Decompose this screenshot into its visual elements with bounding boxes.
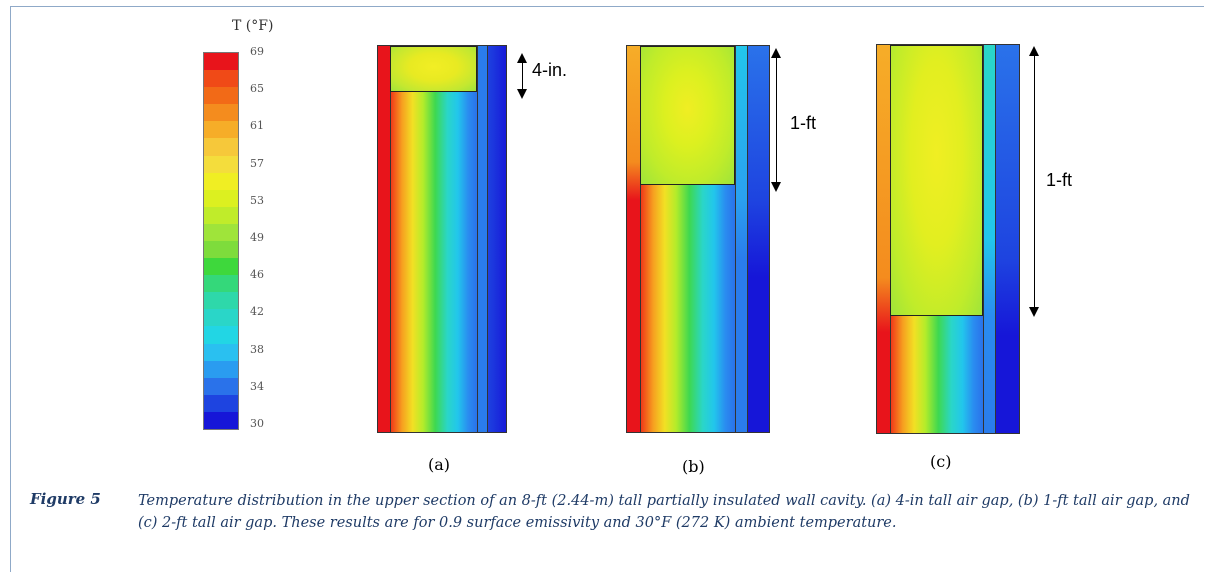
colorbar-tick: 34	[250, 379, 264, 393]
caption-text: Temperature distribution in the upper se…	[138, 493, 1190, 531]
panel-b-air-gap	[640, 46, 735, 185]
colorbar-band	[204, 70, 238, 88]
colorbar-band	[204, 206, 238, 225]
panel-c-dimension-arrow	[1029, 46, 1039, 317]
colorbar-band	[204, 241, 238, 259]
colorbar-band	[204, 104, 238, 122]
colorbar-band	[204, 275, 238, 293]
colorbar-band	[204, 172, 238, 191]
panel-b-temperature-field	[626, 45, 770, 433]
colorbar-tick: 49	[250, 231, 264, 244]
colorbar-tick: 65	[250, 82, 264, 96]
colorbar-band	[204, 394, 238, 413]
colorbar-title: T (°F)	[232, 18, 274, 34]
panel-a-air-gap	[390, 46, 477, 92]
panel-a-label: (a)	[428, 455, 451, 474]
colorbar-tick: 42	[250, 305, 264, 319]
colorbar-tick: 61	[250, 119, 264, 133]
colorbar-tick: 53	[250, 193, 264, 207]
colorbar-tick: 30	[250, 417, 264, 430]
panel-c-label: (c)	[930, 452, 952, 471]
colorbar-band	[204, 326, 238, 345]
colorbar-tick: 57	[250, 156, 264, 170]
panel-b-dimension-arrow	[771, 48, 781, 192]
panel-b-label: (b)	[682, 457, 705, 476]
colorbar-band	[204, 309, 238, 327]
colorbar-band	[204, 411, 238, 430]
figure-frame	[10, 6, 1204, 572]
panel-a-dimension-arrow	[517, 53, 527, 99]
panel-a-dimension-label: 4-in.	[532, 60, 568, 80]
colorbar-ticks: 69 65 61 57 53 49 46 42 38 34 30	[250, 45, 290, 430]
colorbar-band	[204, 53, 238, 71]
colorbar-tick: 69	[250, 45, 264, 58]
panel-a-temperature-field	[377, 45, 507, 433]
colorbar-band	[204, 189, 238, 208]
colorbar-band	[204, 155, 238, 174]
panel-b-dimension-label: 1-ft	[790, 113, 817, 133]
colorbar	[203, 52, 239, 430]
colorbar-band	[204, 258, 238, 276]
colorbar-band	[204, 343, 238, 362]
colorbar-band	[204, 360, 238, 379]
colorbar-band	[204, 121, 238, 139]
colorbar-tick: 38	[250, 342, 264, 356]
colorbar-band	[204, 138, 238, 157]
panel-c-air-gap	[890, 45, 983, 316]
colorbar-band	[204, 87, 238, 105]
panel-c-temperature-field	[876, 44, 1020, 434]
caption-label: Figure 5	[30, 490, 101, 508]
colorbar-band	[204, 377, 238, 396]
colorbar-tick: 46	[250, 268, 264, 282]
panel-c-dimension-label: 1-ft	[1046, 170, 1073, 190]
colorbar-band	[204, 223, 238, 242]
colorbar-band	[204, 292, 238, 310]
